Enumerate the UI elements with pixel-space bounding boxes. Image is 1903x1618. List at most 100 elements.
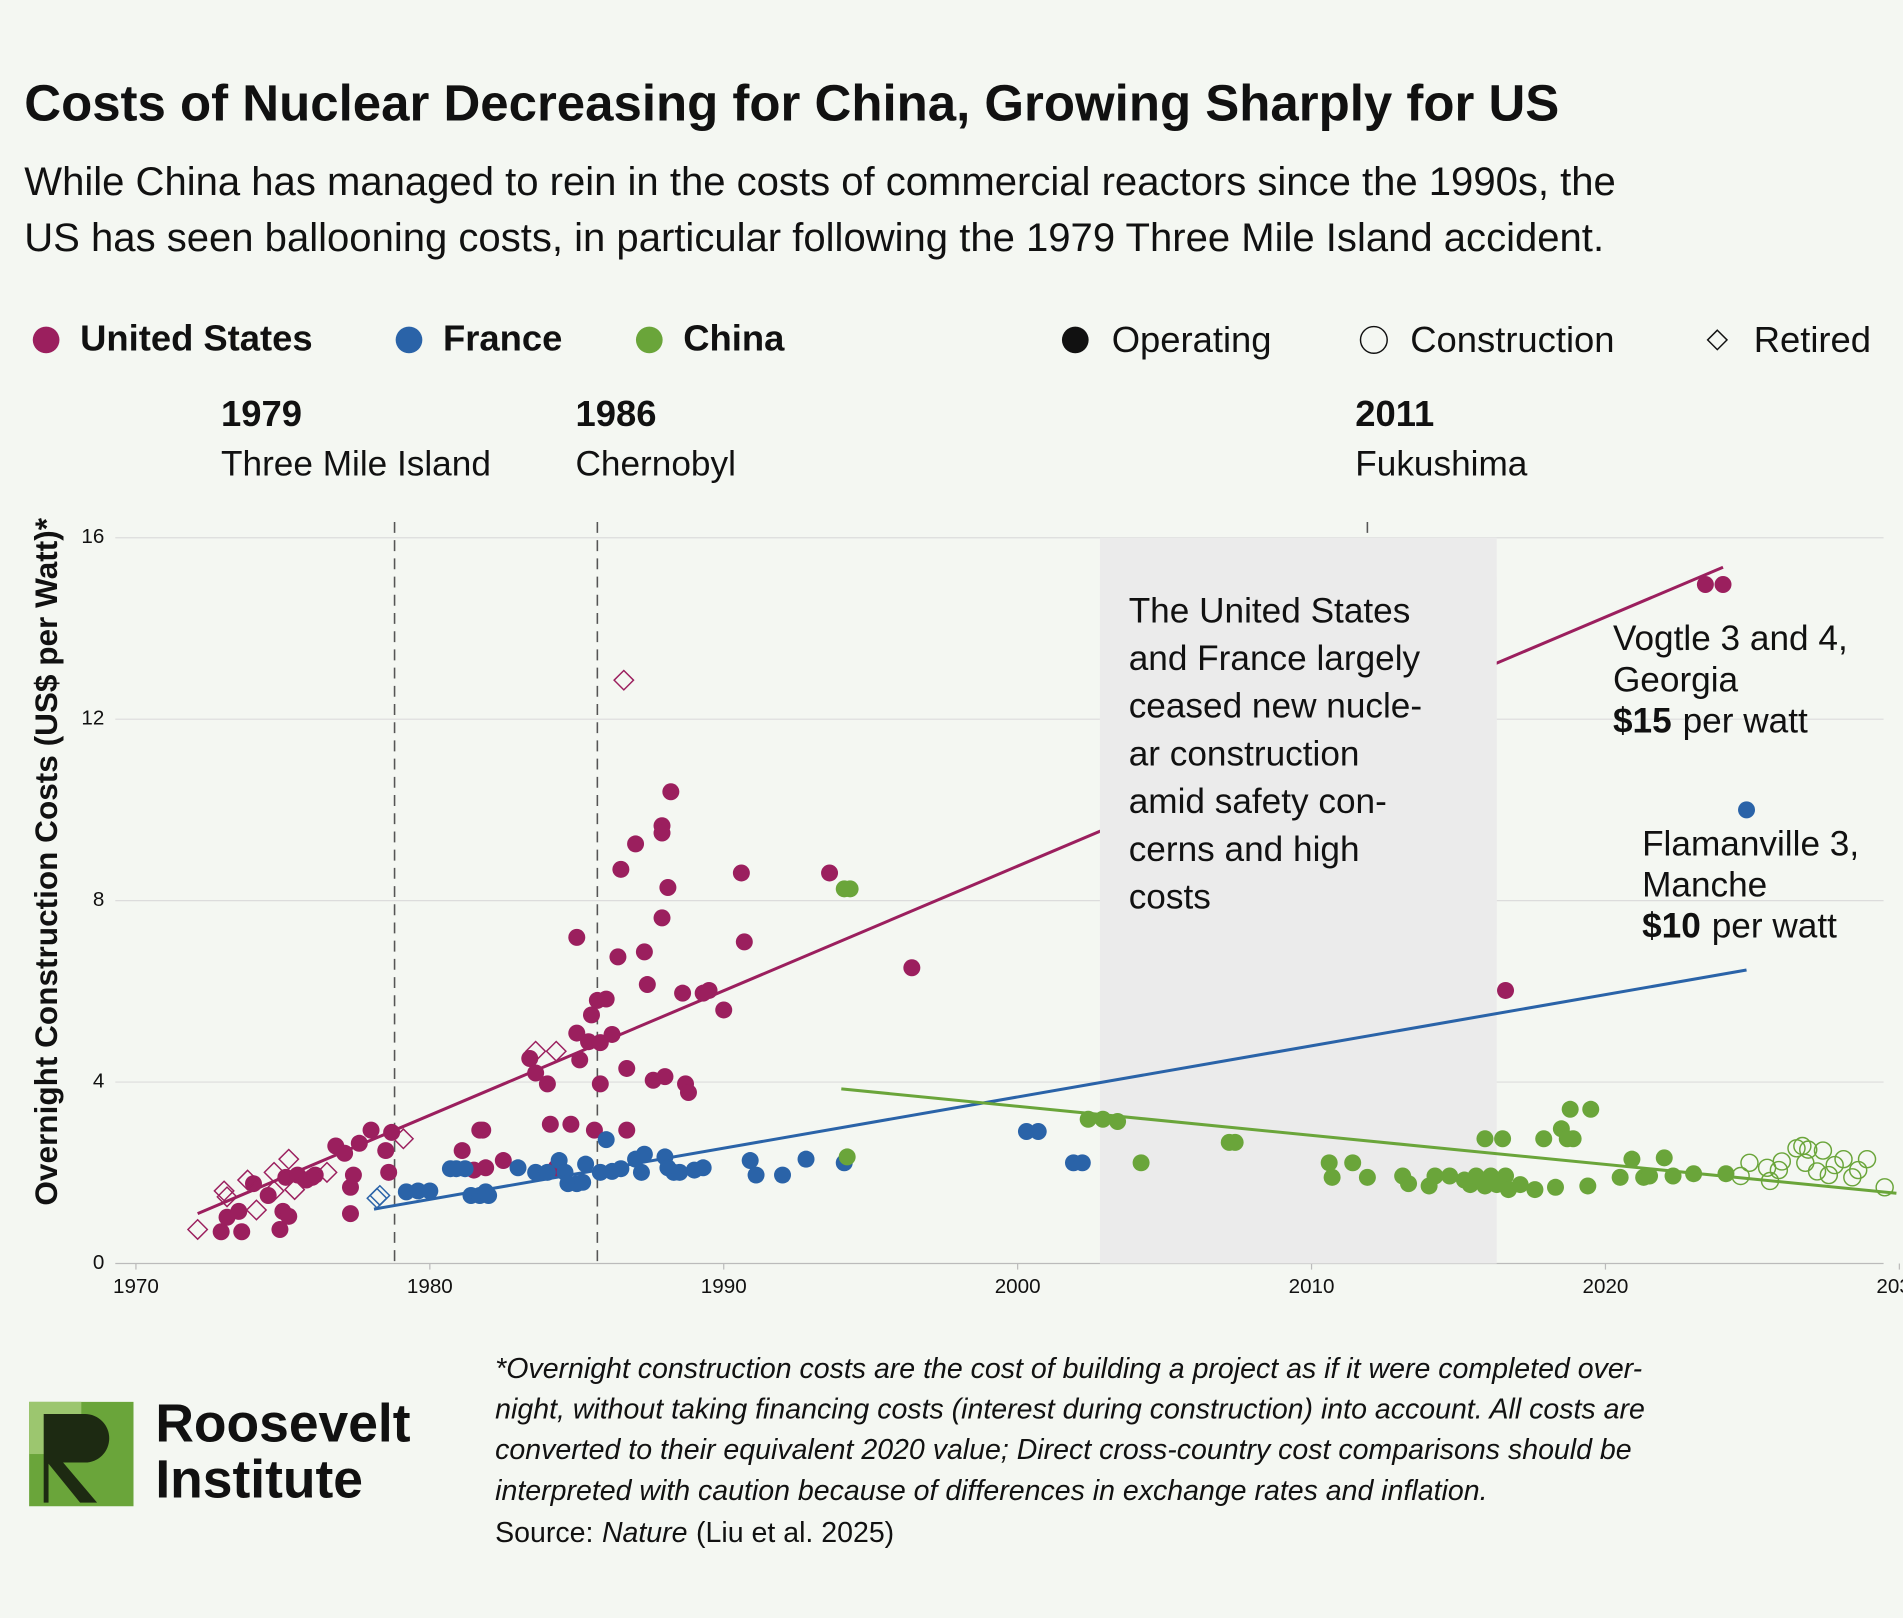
operating-point	[585, 1121, 603, 1139]
operating-point	[1685, 1165, 1703, 1183]
operating-point	[1582, 1100, 1600, 1118]
operating-point	[336, 1144, 354, 1162]
operating-point	[453, 1142, 471, 1160]
logo-text: Roosevelt	[155, 1394, 410, 1453]
operating-point	[477, 1159, 495, 1177]
operating-point	[456, 1160, 474, 1178]
legend-marker	[1061, 326, 1089, 354]
operating-point	[597, 990, 615, 1008]
operating-point	[1738, 801, 1756, 819]
operating-point	[1426, 1167, 1444, 1185]
event-label: Three Mile Island	[221, 444, 491, 483]
operating-point	[1017, 1123, 1035, 1141]
operating-point	[821, 864, 839, 882]
construction-point	[1807, 1162, 1827, 1181]
operating-point	[838, 1148, 856, 1166]
operating-point	[1344, 1154, 1362, 1172]
cost-unit: per watt	[1712, 907, 1837, 946]
x-tick-label: 2030	[1876, 1275, 1903, 1298]
legend-marker	[1706, 329, 1729, 351]
legend-label: United States	[80, 318, 313, 359]
operating-point	[609, 948, 627, 966]
annotation-text: amid safety con-	[1129, 782, 1387, 821]
operating-point	[700, 981, 718, 999]
legend-swatch	[32, 326, 60, 354]
x-tick-label: 2010	[1289, 1275, 1335, 1298]
construction-point	[1834, 1149, 1853, 1169]
operating-point	[653, 824, 671, 842]
logo-text: Institute	[155, 1450, 363, 1509]
operating-point	[774, 1166, 792, 1184]
operating-point	[627, 835, 645, 853]
retired-point	[392, 1128, 415, 1150]
callout-text: Flamanville 3,	[1642, 824, 1859, 863]
operating-point	[694, 1159, 712, 1177]
operating-point	[632, 1163, 650, 1181]
operating-point	[1109, 1113, 1127, 1131]
event-label: Chernobyl	[576, 444, 736, 483]
construction-point	[1740, 1153, 1759, 1173]
cost-value: $10	[1642, 907, 1701, 946]
subtitle: US has seen ballooning costs, in particu…	[24, 216, 1604, 260]
operating-point	[747, 1166, 765, 1184]
operating-point	[1611, 1168, 1629, 1186]
callout-text: Vogtle 3 and 4,	[1613, 619, 1848, 658]
operating-point	[732, 864, 750, 882]
operating-point	[715, 1001, 733, 1019]
operating-point	[362, 1121, 380, 1139]
annotation-text: ceased new nucle-	[1129, 687, 1422, 726]
operating-point	[635, 1145, 653, 1163]
operating-point	[671, 1163, 689, 1181]
construction-point	[1843, 1168, 1862, 1187]
operating-point	[574, 1173, 592, 1191]
operating-point	[582, 1006, 600, 1024]
operating-point	[538, 1075, 556, 1093]
retired-point	[236, 1169, 259, 1191]
footnote: interpreted with caution because of diff…	[495, 1475, 1487, 1507]
event-year: 2011	[1355, 393, 1434, 434]
operating-point	[571, 1051, 589, 1069]
construction-point	[1772, 1152, 1792, 1171]
annotation-text: cerns and high	[1129, 830, 1360, 869]
operating-point	[1546, 1178, 1564, 1196]
retired-point	[245, 1199, 268, 1221]
operating-point	[377, 1142, 395, 1160]
operating-point	[1714, 575, 1732, 593]
operating-point	[409, 1182, 427, 1200]
operating-point	[597, 1131, 615, 1149]
operating-point	[1320, 1154, 1338, 1172]
retired-point	[213, 1180, 235, 1202]
retired-point	[186, 1218, 209, 1241]
operating-point	[1494, 1130, 1512, 1148]
operating-point	[797, 1150, 815, 1168]
operating-point	[474, 1121, 492, 1139]
y-tick-label: 16	[81, 525, 104, 548]
retired-point	[613, 669, 635, 691]
operating-point	[350, 1134, 368, 1152]
retired-point	[278, 1148, 300, 1170]
operating-point	[341, 1205, 359, 1223]
legend-label: Construction	[1410, 319, 1614, 360]
source-ref: (Liu et al. 2025)	[696, 1517, 894, 1549]
operating-point	[383, 1123, 401, 1141]
construction-point	[1813, 1141, 1833, 1160]
operating-point	[1358, 1168, 1376, 1186]
legend-label: Operating	[1112, 319, 1272, 360]
source-label: Source:	[495, 1517, 593, 1549]
event-label: Fukushima	[1355, 444, 1528, 483]
operating-point	[1717, 1165, 1735, 1183]
operating-point	[1073, 1154, 1091, 1172]
retired-point	[369, 1184, 391, 1207]
operating-point	[638, 976, 656, 994]
operating-point	[271, 1220, 289, 1238]
construction-point	[1799, 1140, 1818, 1159]
logo	[29, 1401, 134, 1507]
event-year: 1979	[221, 393, 302, 434]
construction-point	[1769, 1160, 1789, 1180]
operating-point	[230, 1202, 248, 1220]
operating-point	[344, 1166, 362, 1184]
source-journal: Nature	[602, 1517, 688, 1549]
event-year: 1986	[576, 393, 657, 434]
logo-r	[43, 1414, 110, 1503]
